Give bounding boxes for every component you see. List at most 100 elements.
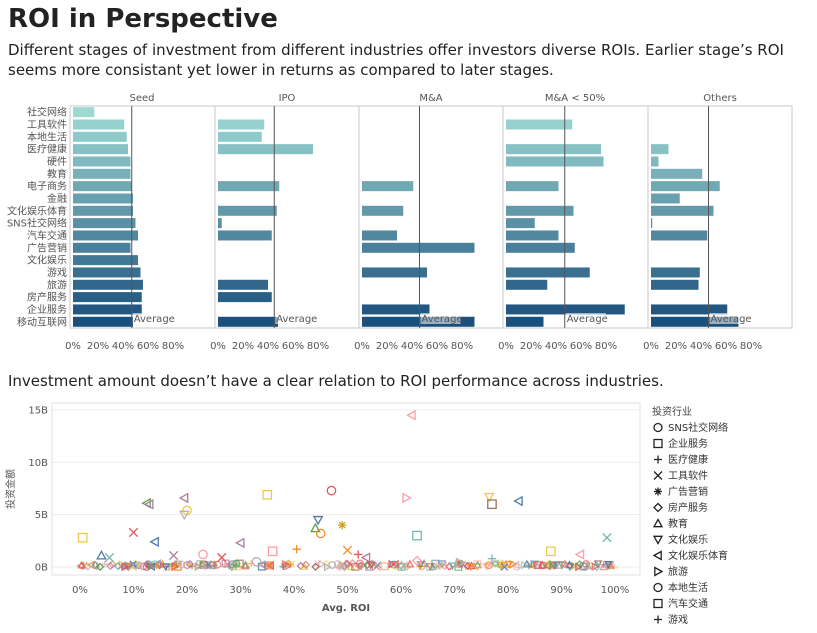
scatter-point-cluster [490,559,499,569]
x-tick-label: 30% [229,585,251,596]
scatter-point [96,549,107,560]
scatter-point-cluster [113,561,123,571]
category-label: 旅游 [47,278,67,291]
average-label: Average [567,314,608,325]
scatter-point-cluster [606,560,615,569]
scatter-point-cluster [592,562,601,572]
scatter-point [402,492,412,504]
x-tick-label: 60% [426,341,448,352]
legend-label: 文化娱乐 [668,533,708,546]
bar [218,144,313,155]
x-tick-label: 40% [257,341,279,352]
scatter-point-cluster [568,562,577,571]
bar [73,316,133,327]
scatter-point [487,499,497,510]
scatter-point [234,537,245,549]
x-tick-label: 10% [122,585,144,596]
scatter-point-cluster [333,560,342,568]
page-title: ROI in Perspective [8,4,278,34]
bar [651,144,669,155]
x-tick-label: 40% [401,341,423,352]
bar [651,156,659,167]
x-tick-label: 40% [112,341,134,352]
bar [218,279,268,290]
bar [218,205,277,216]
category-label: 电子商务 [27,180,67,193]
scatter-point-cluster [221,559,230,568]
x-axis-label: Avg. ROI [322,603,370,614]
legend-label: 游戏 [668,613,688,626]
scatter-point [602,533,612,543]
scatter-point-cluster [344,560,353,570]
bar [73,119,125,130]
scatter-point [315,528,326,539]
bar [506,218,535,229]
x-tick-label: 20% [87,341,109,352]
category-label: 社交网络 [27,106,67,119]
page-subtitle: Different stages of investment from diff… [8,41,784,79]
scatter-point [342,545,353,555]
scatter-point-cluster [520,560,529,570]
category-label: 硬件 [47,156,67,168]
bar [73,107,95,118]
legend-label: 广告营销 [668,485,708,498]
scatter-point [483,492,495,503]
scatter-point-cluster [121,562,130,572]
scatter-point [262,489,273,500]
bar [651,267,700,278]
legend-marker [652,535,664,545]
x-tick-label: 0% [354,341,370,352]
average-label-bg [709,313,750,324]
x-tick-label: 0% [498,341,514,352]
legend-marker [652,518,664,528]
scatter-point [267,546,278,557]
y-tick-label: 5B [35,510,48,521]
scatter-point-cluster [438,561,447,571]
scatter-caption: Investment amount doesn’t have a clear r… [8,372,664,390]
bar [73,168,131,179]
facet-header: IPO [279,93,296,104]
scatter-point-cluster [610,563,618,571]
bar [362,267,427,278]
bar [218,119,265,130]
scatter-point [513,495,523,507]
legend-marker [654,566,664,577]
bar [651,279,699,290]
scatter-point-cluster [497,559,506,568]
x-tick-label: 100% [601,585,630,596]
category-label: 企业服务 [27,303,67,316]
legend-marker [654,615,662,624]
legend-label: 医疗健康 [668,453,708,466]
bar [362,242,475,253]
scatter-point-cluster [311,562,320,571]
legend-title: 投资行业 [652,405,692,418]
scatter-point-cluster [101,560,109,568]
category-label: 文化娱乐体育 [7,204,67,217]
scatter-point-cluster [131,563,141,572]
scatter-point-cluster [400,560,409,569]
scatter-point [149,536,159,548]
legend-marker [653,422,663,433]
scatter-point-cluster [333,562,342,572]
category-label: 工具软件 [27,118,67,131]
scatter-point [354,550,363,559]
scatter-point-cluster [373,561,382,569]
scatter-point-cluster [281,559,290,569]
facet-frame [69,105,793,329]
average-label-bg [565,313,606,324]
scatter-point-cluster [473,563,482,572]
x-tick-label: 20% [232,341,254,352]
x-tick-label: 60% [715,341,737,352]
legend-label: 旅游 [668,565,688,578]
bar [73,304,142,315]
bar [218,316,278,327]
legend-marker [652,550,662,561]
scatter-point-cluster [172,561,180,571]
scatter-point-cluster [428,562,437,571]
scatter-point-cluster [95,562,105,572]
scatter-point-cluster [575,559,584,569]
bar [73,205,133,216]
scatter-point-cluster [447,562,457,571]
x-tick-label: 50% [336,585,358,596]
legend-label: SNS社交网络 [668,421,728,434]
